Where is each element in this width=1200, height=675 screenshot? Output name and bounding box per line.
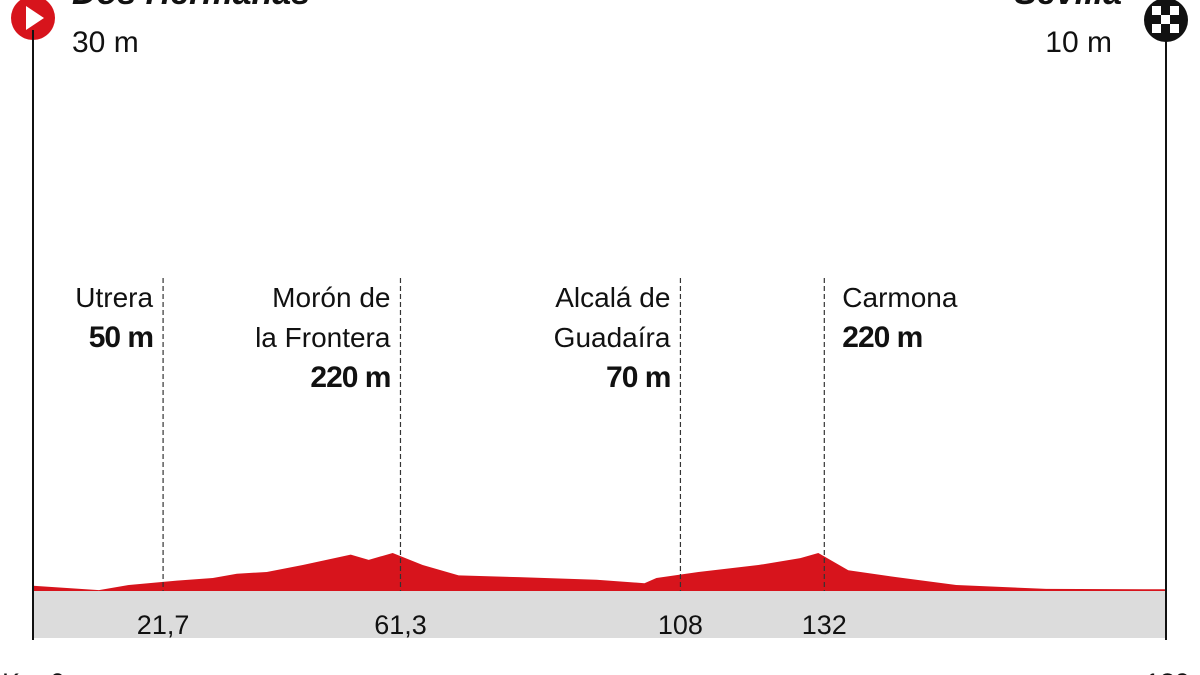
waypoint-elevation: 220 m bbox=[310, 361, 390, 394]
start-name: Dos Hermanas bbox=[72, 0, 310, 12]
elevation-area bbox=[33, 552, 1166, 591]
distance-band bbox=[33, 591, 1166, 638]
waypoint-name: la Frontera bbox=[255, 322, 391, 353]
waypoint-name: Morón de bbox=[272, 282, 390, 313]
waypoint-name: Alcalá de bbox=[555, 282, 670, 313]
x-tick-label: Km 0 bbox=[2, 668, 65, 675]
finish-elevation: 10 m bbox=[1045, 26, 1112, 59]
x-tick-label: 132 bbox=[802, 610, 847, 640]
waypoint-elevation: 70 m bbox=[606, 361, 670, 394]
x-tick-label: 61,3 bbox=[374, 610, 427, 640]
waypoint-name: Guadaíra bbox=[554, 322, 671, 353]
start-icon bbox=[11, 0, 55, 40]
waypoint-name: Carmona bbox=[842, 282, 958, 313]
x-tick-label: 108 bbox=[658, 610, 703, 640]
waypoint-elevation: 220 m bbox=[842, 321, 922, 354]
x-tick-label: 189 bbox=[1145, 668, 1190, 675]
x-tick-label: 21,7 bbox=[137, 610, 190, 640]
finish-name: Sevilla bbox=[1014, 0, 1122, 12]
start-elevation: 30 m bbox=[72, 26, 139, 59]
waypoint-name: Utrera bbox=[75, 282, 153, 313]
waypoint-elevation: 50 m bbox=[89, 321, 153, 354]
finish-icon bbox=[1144, 0, 1188, 42]
